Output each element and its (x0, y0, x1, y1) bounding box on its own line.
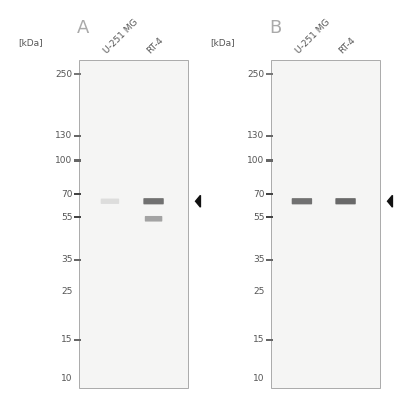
Text: 70: 70 (253, 190, 264, 199)
Text: 10: 10 (61, 374, 72, 382)
Text: RT-4: RT-4 (146, 35, 165, 55)
Text: 130: 130 (55, 131, 72, 140)
Bar (74, 193, 81, 196)
FancyBboxPatch shape (143, 198, 164, 204)
Bar (266, 193, 273, 196)
Bar (74, 73, 81, 75)
Text: B: B (269, 19, 281, 37)
Text: 250: 250 (55, 70, 72, 78)
FancyBboxPatch shape (145, 216, 162, 222)
Bar (74, 216, 81, 218)
Bar (74, 160, 81, 162)
Text: [kDa]: [kDa] (18, 38, 42, 47)
Text: 250: 250 (247, 70, 264, 78)
Text: 35: 35 (253, 255, 264, 264)
Text: 35: 35 (61, 255, 72, 264)
Bar (266, 135, 273, 137)
Bar (266, 216, 273, 218)
Text: [kDa]: [kDa] (210, 38, 234, 47)
Text: 100: 100 (55, 156, 72, 165)
Text: U-251 MG: U-251 MG (294, 17, 332, 55)
Bar (74, 258, 81, 261)
Text: 130: 130 (247, 131, 264, 140)
Bar (74, 135, 81, 137)
Text: U-251 MG: U-251 MG (102, 17, 140, 55)
Bar (271, 60, 380, 388)
FancyBboxPatch shape (335, 198, 356, 204)
Text: 55: 55 (253, 212, 264, 222)
Text: 15: 15 (61, 335, 72, 344)
Text: RT-4: RT-4 (338, 35, 357, 55)
Text: 100: 100 (247, 156, 264, 165)
Bar (266, 160, 273, 162)
Text: 70: 70 (61, 190, 72, 199)
Polygon shape (388, 195, 392, 207)
Text: 25: 25 (61, 287, 72, 296)
FancyBboxPatch shape (292, 198, 312, 204)
Text: 25: 25 (253, 287, 264, 296)
Text: 15: 15 (253, 335, 264, 344)
Bar (266, 258, 273, 261)
FancyBboxPatch shape (101, 198, 119, 204)
Bar (74, 339, 81, 341)
Polygon shape (196, 195, 200, 207)
Text: 10: 10 (253, 374, 264, 382)
Text: A: A (77, 19, 89, 37)
Bar (79, 60, 188, 388)
Bar (266, 73, 273, 75)
Text: 55: 55 (61, 212, 72, 222)
Bar (266, 339, 273, 341)
